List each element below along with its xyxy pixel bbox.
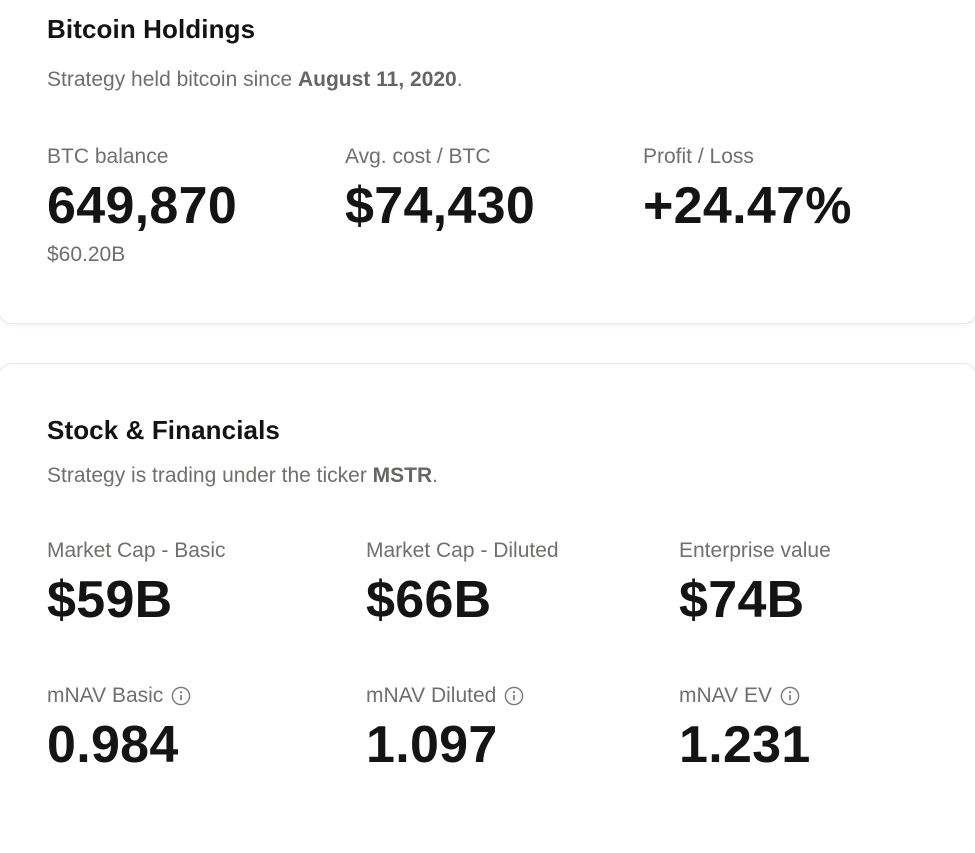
stat-label: Market Cap - Basic <box>47 538 366 564</box>
stat-label-text: mNAV Diluted <box>366 684 497 707</box>
subtitle-period: . <box>432 464 439 487</box>
stat-label-text: Avg. cost / BTC <box>345 145 491 168</box>
bitcoin-holdings-subtitle: Strategy held bitcoin since August 11, 2… <box>47 67 936 93</box>
stat-value: 1.231 <box>679 716 811 774</box>
stat-label-text: Profit / Loss <box>643 145 754 168</box>
stat-label: BTC balance <box>47 144 345 170</box>
info-icon[interactable] <box>504 686 524 706</box>
stat-value: +24.47% <box>643 177 852 235</box>
stat-label: Profit / Loss <box>643 144 936 170</box>
bitcoin-holdings-card: Bitcoin Holdings Strategy held bitcoin s… <box>0 0 975 324</box>
stat-label-text: mNAV EV <box>679 684 772 707</box>
stat-value: 1.097 <box>366 716 498 774</box>
stat-label: mNAV Basic <box>47 683 366 709</box>
stat-avg-cost: Avg. cost / BTC $74,430 <box>345 144 643 268</box>
stock-financials-title: Stock & Financials <box>47 415 280 445</box>
stock-financials-card: Stock & Financials Strategy is trading u… <box>0 363 975 853</box>
stat-mnav-basic: mNAV Basic 0.984 <box>47 683 366 772</box>
stat-profit-loss: Profit / Loss +24.47% <box>643 144 936 268</box>
bitcoin-holdings-title: Bitcoin Holdings <box>47 14 256 44</box>
stat-value: 0.984 <box>47 716 179 774</box>
stat-market-cap-basic: Market Cap - Basic $59B <box>47 538 366 627</box>
stat-label-text: mNAV Basic <box>47 684 164 707</box>
bitcoin-stats-row: BTC balance 649,870 $60.20B Avg. cost / … <box>47 144 936 268</box>
stat-label-text: Market Cap - Basic <box>47 539 226 562</box>
stat-value: $74B <box>679 571 805 629</box>
subtitle-text: Strategy is trading under the ticker <box>47 464 373 487</box>
stat-label-text: BTC balance <box>47 145 169 168</box>
stat-mnav-diluted: mNAV Diluted 1.097 <box>366 683 679 772</box>
stat-subvalue: $60.20B <box>47 243 126 266</box>
stat-mnav-ev: mNAV EV 1.231 <box>679 683 936 772</box>
stat-btc-balance: BTC balance 649,870 $60.20B <box>47 144 345 268</box>
subtitle-bold-date: August 11, 2020 <box>297 68 457 91</box>
stock-financials-subtitle: Strategy is trading under the ticker MST… <box>47 463 936 489</box>
stat-value: $66B <box>366 571 492 629</box>
subtitle-bold-ticker: MSTR <box>372 464 433 487</box>
stat-label: mNAV Diluted <box>366 683 679 709</box>
stock-stats-row-2: mNAV Basic 0.984 mNAV Diluted <box>47 683 936 772</box>
stat-label: Avg. cost / BTC <box>345 144 643 170</box>
stat-label: Enterprise value <box>679 538 936 564</box>
info-icon[interactable] <box>171 686 191 706</box>
info-icon[interactable] <box>780 686 800 706</box>
stat-label-text: Market Cap - Diluted <box>366 539 559 562</box>
stat-enterprise-value: Enterprise value $74B <box>679 538 936 627</box>
stat-label: mNAV EV <box>679 683 936 709</box>
subtitle-period: . <box>456 68 463 91</box>
stat-market-cap-diluted: Market Cap - Diluted $66B <box>366 538 679 627</box>
stat-label-text: Enterprise value <box>679 539 831 562</box>
stat-value: 649,870 <box>47 177 238 235</box>
stat-value: $59B <box>47 571 173 629</box>
stat-label: Market Cap - Diluted <box>366 538 679 564</box>
stat-value: $74,430 <box>345 177 536 235</box>
stock-stats-row-1: Market Cap - Basic $59B Market Cap - Dil… <box>47 538 936 627</box>
subtitle-text: Strategy held bitcoin since <box>47 68 298 91</box>
